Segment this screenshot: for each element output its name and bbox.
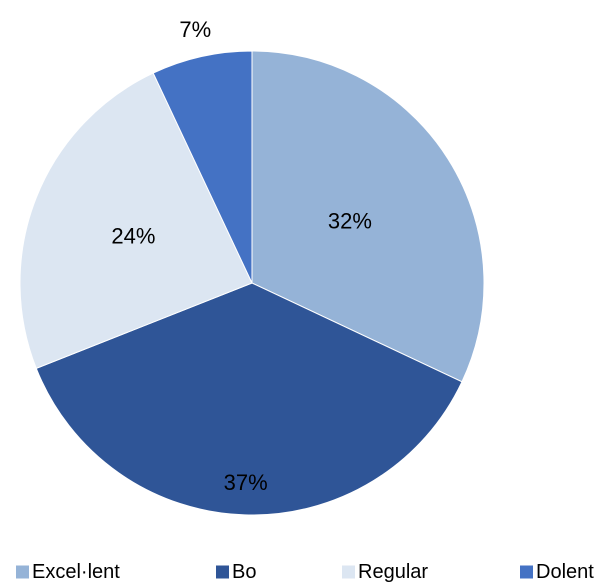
data-label-2: 37% bbox=[224, 470, 268, 495]
legend-label-3: Regular bbox=[358, 561, 428, 583]
pie-slice-2 bbox=[35, 282, 463, 516]
legend-item-4: Dolent bbox=[520, 561, 594, 583]
legend-swatch-3 bbox=[342, 565, 355, 579]
data-label-1: 32% bbox=[328, 208, 372, 233]
legend-item-3: Regular bbox=[342, 561, 428, 583]
legend-item-2: Bo bbox=[216, 561, 256, 583]
pie-slice-3 bbox=[19, 72, 253, 370]
data-label-3: 24% bbox=[111, 224, 155, 249]
pie-data-labels: 32% 37% 24% 7% bbox=[111, 17, 372, 495]
pie-slice-4 bbox=[152, 50, 253, 284]
pie-slice-1 bbox=[251, 50, 485, 383]
legend-label-1: Excel·lent bbox=[32, 561, 120, 583]
data-label-4: 7% bbox=[179, 17, 211, 42]
legend-swatch-1 bbox=[16, 565, 29, 579]
legend-label-4: Dolent bbox=[536, 561, 594, 583]
legend-label-2: Bo bbox=[232, 561, 256, 583]
legend: Excel·lent Bo Regular Dolent bbox=[16, 561, 594, 583]
legend-swatch-2 bbox=[216, 565, 229, 579]
pie-slices bbox=[19, 50, 485, 516]
legend-swatch-4 bbox=[520, 565, 533, 579]
legend-item-1: Excel·lent bbox=[16, 561, 120, 583]
